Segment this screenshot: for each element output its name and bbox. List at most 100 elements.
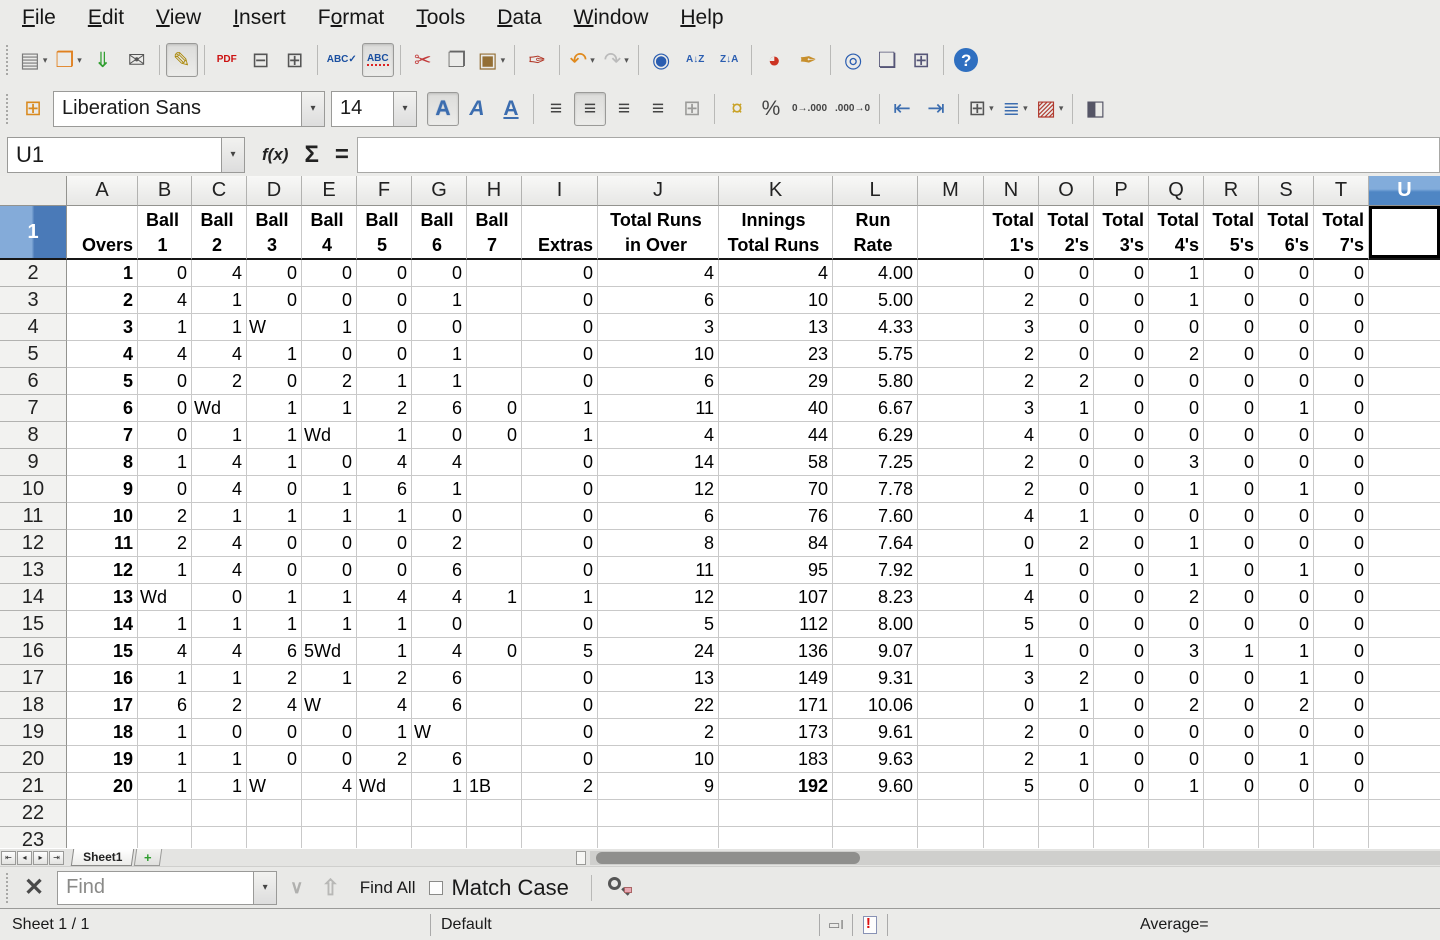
col-header-Q[interactable]: Q [1149, 176, 1204, 206]
cell-C18[interactable]: 2 [192, 692, 247, 719]
row-header-14[interactable]: 14 [0, 584, 67, 611]
cell-R10[interactable]: 0 [1204, 476, 1259, 503]
cell-M18[interactable] [918, 692, 984, 719]
cell-Q16[interactable]: 3 [1149, 638, 1204, 665]
cell-K20[interactable]: 183 [719, 746, 833, 773]
row-header-2[interactable]: 2 [0, 260, 67, 287]
cell-E5[interactable]: 0 [302, 341, 357, 368]
cell-R5[interactable]: 0 [1204, 341, 1259, 368]
row-header-1[interactable]: 1 [0, 206, 67, 260]
cell-I5[interactable]: 0 [522, 341, 598, 368]
cell-K14[interactable]: 107 [719, 584, 833, 611]
cell-P12[interactable]: 0 [1094, 530, 1149, 557]
cell-B17[interactable]: 1 [138, 665, 192, 692]
cell-Q5[interactable]: 2 [1149, 341, 1204, 368]
cell-M21[interactable] [918, 773, 984, 800]
cell-T13[interactable]: 0 [1314, 557, 1369, 584]
cell-Q15[interactable]: 0 [1149, 611, 1204, 638]
cell-Q13[interactable]: 1 [1149, 557, 1204, 584]
cell-M10[interactable] [918, 476, 984, 503]
cell-N6[interactable]: 2 [984, 368, 1039, 395]
cell-D20[interactable]: 0 [247, 746, 302, 773]
cell-N23[interactable] [984, 827, 1039, 848]
cell-C4[interactable]: 1 [192, 314, 247, 341]
cell-I3[interactable]: 0 [522, 287, 598, 314]
cell-O13[interactable]: 0 [1039, 557, 1094, 584]
cell-D3[interactable]: 0 [247, 287, 302, 314]
cell-G6[interactable]: 1 [412, 368, 467, 395]
cell-E19[interactable]: 0 [302, 719, 357, 746]
row-header-16[interactable]: 16 [0, 638, 67, 665]
cell-N21[interactable]: 5 [984, 773, 1039, 800]
formula-icon[interactable]: = [334, 140, 349, 168]
row-header-10[interactable]: 10 [0, 476, 67, 503]
selection-mode-icon[interactable]: ▭I [828, 916, 844, 932]
cell-R18[interactable]: 0 [1204, 692, 1259, 719]
row-header-4[interactable]: 4 [0, 314, 67, 341]
row-header-20[interactable]: 20 [0, 746, 67, 773]
borders-dropdown-icon[interactable]: ▾ [989, 103, 994, 113]
cell-B18[interactable]: 6 [138, 692, 192, 719]
cell-S7[interactable]: 1 [1259, 395, 1314, 422]
cell-H4[interactable] [467, 314, 522, 341]
col-header-B[interactable]: B [138, 176, 192, 206]
row-header-11[interactable]: 11 [0, 503, 67, 530]
sum-icon[interactable]: Σ [304, 140, 319, 168]
col-header-R[interactable]: R [1204, 176, 1259, 206]
cell-R13[interactable]: 0 [1204, 557, 1259, 584]
cell-O1[interactable]: Total 2's [1039, 206, 1094, 260]
cell-B23[interactable] [138, 827, 192, 848]
col-header-U[interactable]: U [1369, 176, 1440, 206]
add-sheet-icon[interactable]: + [134, 849, 163, 866]
print-icon[interactable]: ⊟ [251, 48, 270, 72]
cell-L6[interactable]: 5.80 [833, 368, 918, 395]
cell-U20[interactable] [1369, 746, 1440, 773]
cell-Q1[interactable]: Total 4's [1149, 206, 1204, 260]
cell-K5[interactable]: 23 [719, 341, 833, 368]
find-and-replace-icon[interactable] [606, 875, 632, 901]
cell-J5[interactable]: 10 [598, 341, 719, 368]
cell-I21[interactable]: 2 [522, 773, 598, 800]
cell-I18[interactable]: 0 [522, 692, 598, 719]
format-currency-icon[interactable]: ¤ [731, 97, 743, 120]
find-previous-icon[interactable]: ⇧ [321, 874, 340, 900]
cell-E21[interactable]: 4 [302, 773, 357, 800]
cell-B4[interactable]: 1 [138, 314, 192, 341]
cell-K1[interactable]: Innings Total Runs [719, 206, 833, 260]
next-sheet-icon[interactable]: ▸ [33, 850, 48, 865]
cell-E22[interactable] [302, 800, 357, 827]
cell-S1[interactable]: Total 6's [1259, 206, 1314, 260]
cell-A22[interactable] [67, 800, 138, 827]
font-size-dropdown-icon[interactable]: ▾ [393, 90, 417, 127]
cell-J9[interactable]: 14 [598, 449, 719, 476]
cell-C19[interactable]: 0 [192, 719, 247, 746]
cell-A8[interactable]: 7 [67, 422, 138, 449]
cell-E2[interactable]: 0 [302, 260, 357, 287]
cell-C3[interactable]: 1 [192, 287, 247, 314]
cell-I7[interactable]: 1 [522, 395, 598, 422]
menu-view[interactable]: View [156, 6, 202, 29]
previous-sheet-icon[interactable]: ◂ [17, 850, 32, 865]
cell-H8[interactable]: 0 [467, 422, 522, 449]
cell-T12[interactable]: 0 [1314, 530, 1369, 557]
cell-R8[interactable]: 0 [1204, 422, 1259, 449]
cell-U18[interactable] [1369, 692, 1440, 719]
cell-P5[interactable]: 0 [1094, 341, 1149, 368]
cell-R6[interactable]: 0 [1204, 368, 1259, 395]
cell-B19[interactable]: 1 [138, 719, 192, 746]
row-header-5[interactable]: 5 [0, 341, 67, 368]
cell-K4[interactable]: 13 [719, 314, 833, 341]
cell-U7[interactable] [1369, 395, 1440, 422]
cell-T5[interactable]: 0 [1314, 341, 1369, 368]
cell-B10[interactable]: 0 [138, 476, 192, 503]
cell-L8[interactable]: 6.29 [833, 422, 918, 449]
align-center-icon[interactable]: ≡ [574, 91, 606, 126]
cell-D7[interactable]: 1 [247, 395, 302, 422]
cell-B14[interactable]: Wd [138, 584, 192, 611]
cell-F4[interactable]: 0 [357, 314, 412, 341]
cell-J11[interactable]: 6 [598, 503, 719, 530]
freeze-panes-icon[interactable]: ◧ [1085, 97, 1106, 120]
cell-U1[interactable] [1369, 206, 1440, 260]
cell-H10[interactable] [467, 476, 522, 503]
cell-J6[interactable]: 6 [598, 368, 719, 395]
